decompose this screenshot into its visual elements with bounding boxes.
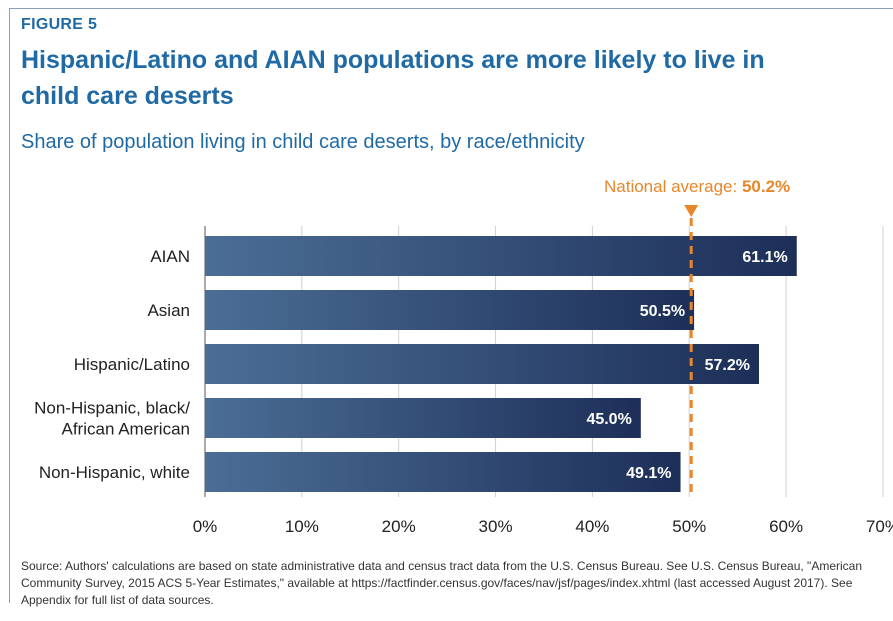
bar [205, 290, 695, 330]
average-label: National average: 50.2% [604, 177, 790, 196]
x-tick-label: 50% [672, 517, 706, 536]
national-average: National average: 50.2% [604, 177, 790, 497]
category-label: Hispanic/Latino [74, 355, 190, 374]
x-tick-label: 0% [193, 517, 218, 536]
x-tick-label: 60% [769, 517, 803, 536]
chart-title: Hispanic/Latino and AIAN populations are… [21, 46, 765, 110]
bar [205, 344, 759, 384]
bar-value-label: 49.1% [626, 465, 671, 482]
bar-value-label: 57.2% [705, 357, 750, 374]
average-marker [684, 205, 699, 217]
bar-value-label: 61.1% [742, 249, 787, 266]
x-tick-label: 70% [866, 517, 893, 536]
category-label: African American [62, 420, 191, 439]
x-tick-label: 40% [575, 517, 609, 536]
category-label: Non-Hispanic, black/ [34, 399, 190, 418]
category-label: AIAN [150, 247, 190, 266]
x-tick-label: 30% [479, 517, 513, 536]
bar [205, 452, 681, 492]
category-label: Asian [147, 301, 190, 320]
chart-subtitle: Share of population living in child care… [21, 131, 585, 153]
x-tick-label: 20% [382, 517, 416, 536]
bar [205, 398, 641, 438]
source-note: Source: Authors' calculations are based … [21, 559, 862, 607]
bar [205, 236, 797, 276]
labels: 0% 10% 20% 30% 40% 50% 60% 70% 61.1% AIAN 50.5% Asi… [34, 247, 893, 536]
figure-label: FIGURE 5 [21, 16, 98, 33]
x-tick-label: 10% [285, 517, 319, 536]
bars [205, 236, 797, 492]
bar-value-label: 50.5% [640, 303, 685, 320]
bar-value-label: 45.0% [586, 411, 631, 428]
category-label: Non-Hispanic, white [39, 463, 190, 482]
figure-frame [9, 8, 893, 603]
